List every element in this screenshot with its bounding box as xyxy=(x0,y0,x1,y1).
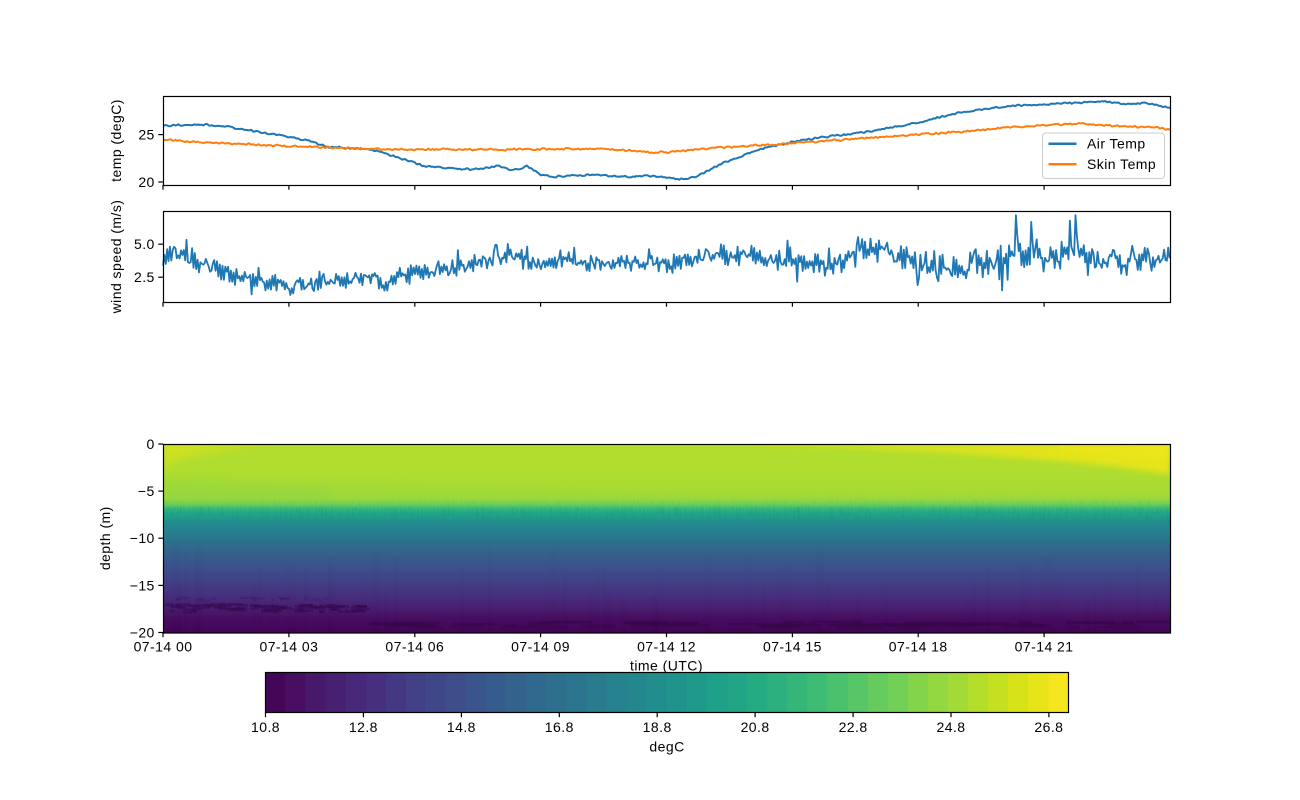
svg-text:22.8: 22.8 xyxy=(839,719,868,735)
svg-text:12.8: 12.8 xyxy=(349,719,378,735)
svg-text:depth (m): depth (m) xyxy=(97,506,113,570)
svg-text:temp (degC): temp (degC) xyxy=(108,99,124,182)
svg-text:−20: −20 xyxy=(130,625,155,641)
svg-text:Air Temp: Air Temp xyxy=(1087,136,1146,152)
svg-text:07-14 21: 07-14 21 xyxy=(1015,639,1074,655)
svg-text:26.8: 26.8 xyxy=(1034,719,1063,735)
svg-text:18.8: 18.8 xyxy=(643,719,672,735)
svg-text:16.8: 16.8 xyxy=(545,719,574,735)
svg-text:Skin Temp: Skin Temp xyxy=(1087,156,1156,172)
svg-text:degC: degC xyxy=(649,739,684,755)
svg-text:wind speed (m/s): wind speed (m/s) xyxy=(108,200,124,315)
svg-text:07-14 03: 07-14 03 xyxy=(259,639,318,655)
svg-text:−10: −10 xyxy=(130,530,155,546)
svg-text:25: 25 xyxy=(138,127,154,143)
svg-text:−5: −5 xyxy=(138,483,155,499)
svg-text:time (UTC): time (UTC) xyxy=(630,658,703,674)
svg-text:07-14 06: 07-14 06 xyxy=(385,639,444,655)
svg-text:07-14 18: 07-14 18 xyxy=(889,639,948,655)
svg-text:0: 0 xyxy=(147,436,155,452)
svg-text:20: 20 xyxy=(138,174,154,190)
svg-text:20.8: 20.8 xyxy=(741,719,770,735)
svg-text:07-14 09: 07-14 09 xyxy=(511,639,570,655)
svg-text:5.0: 5.0 xyxy=(134,236,155,252)
svg-text:24.8: 24.8 xyxy=(936,719,965,735)
svg-text:07-14 15: 07-14 15 xyxy=(763,639,822,655)
svg-text:10.8: 10.8 xyxy=(251,719,280,735)
svg-text:2.5: 2.5 xyxy=(134,269,155,285)
svg-text:07-14 12: 07-14 12 xyxy=(637,639,696,655)
svg-text:14.8: 14.8 xyxy=(447,719,476,735)
svg-text:−15: −15 xyxy=(130,577,155,593)
svg-text:07-14 00: 07-14 00 xyxy=(134,639,193,655)
